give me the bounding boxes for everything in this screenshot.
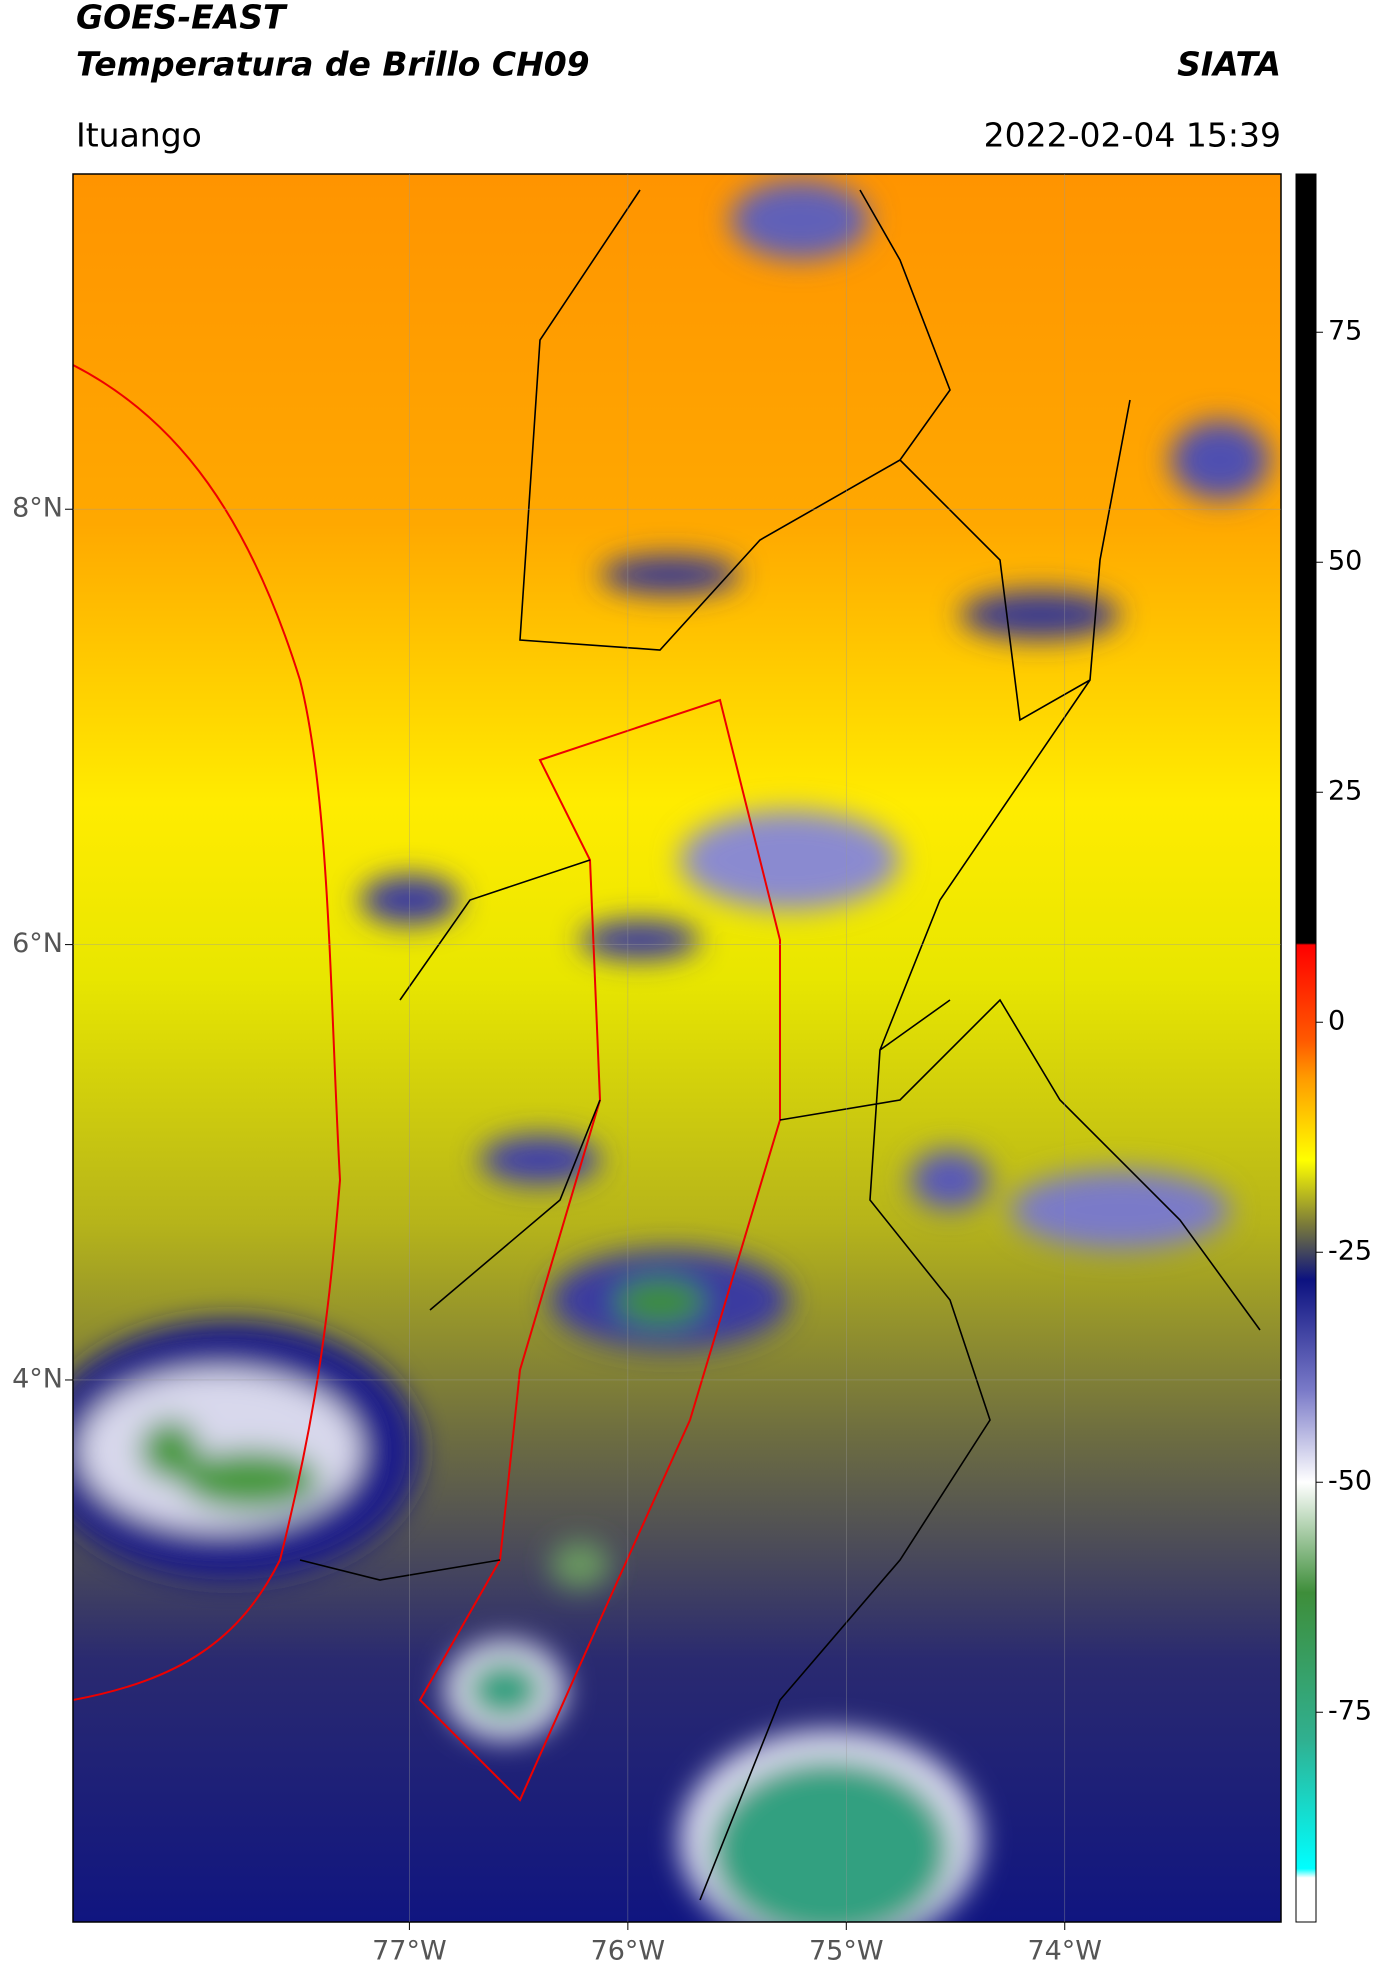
- x-tick-label: 76°W: [591, 1936, 666, 1967]
- colorbar-tick-label: 0: [1328, 1006, 1345, 1037]
- x-tick-label: 74°W: [1027, 1936, 1102, 1967]
- title: GOES-EAST: [76, 0, 288, 37]
- colorbar-tick-label: 75: [1328, 316, 1362, 347]
- x-tick-label: 77°W: [372, 1936, 447, 1967]
- satellite-image: [73, 174, 1281, 1922]
- colorbar-tick-label: -25: [1328, 1236, 1372, 1267]
- colorbar: [1295, 173, 1317, 1923]
- colorbar-tick-label: -50: [1328, 1466, 1372, 1497]
- map-frame: [72, 173, 1282, 1923]
- colorbar-tick-label: 50: [1328, 546, 1362, 577]
- y-tick-label: 4°N: [12, 1363, 63, 1394]
- brand: SIATA: [1177, 45, 1281, 84]
- x-tick-label: 75°W: [809, 1936, 884, 1967]
- y-tick-label: 8°N: [12, 493, 63, 524]
- colorbar-tick-label: 25: [1328, 776, 1362, 807]
- colorbar-tick-label: -75: [1328, 1696, 1372, 1727]
- datetime: 2022-02-04 15:39: [984, 116, 1281, 155]
- subtitle: Temperatura de Brillo CH09: [76, 45, 590, 84]
- y-tick-label: 6°N: [12, 928, 63, 959]
- location: Ituango: [76, 116, 202, 155]
